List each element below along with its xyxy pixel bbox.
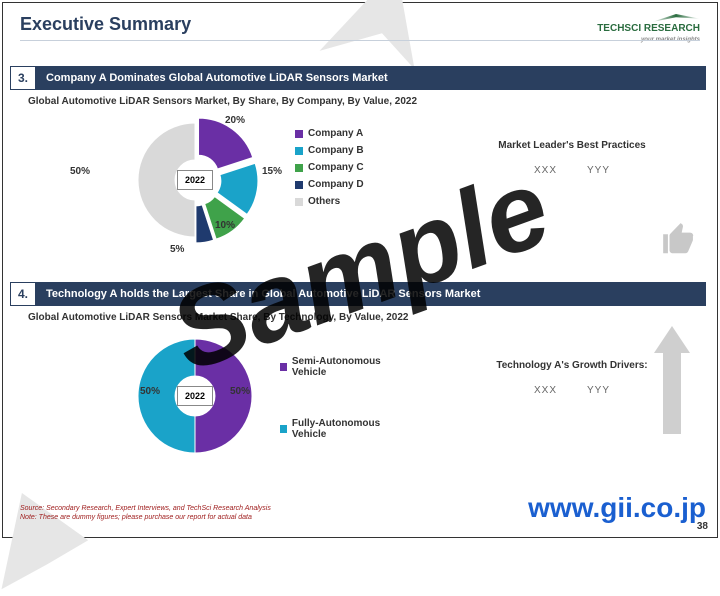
section4-header-bar: 4. Technology A holds the Largest Share … (10, 282, 706, 306)
chart3-pct-company-c: 10% (215, 220, 235, 231)
section3-panel-val1: XXX (534, 165, 557, 176)
legend-label: Company A (308, 128, 363, 139)
thumbs-up-icon (660, 220, 698, 258)
section4-subtitle: Global Automotive LiDAR Sensors Market S… (28, 312, 408, 323)
legend-label: Company B (308, 145, 364, 156)
legend-label: Company C (308, 162, 364, 173)
chart4-pct-fully: 50% (140, 386, 160, 397)
section3-panel-val2: YYY (587, 165, 610, 176)
section3-chart: 2022 20% 15% 10% 5% 50% Company ACompany… (70, 110, 400, 260)
legend-swatch (280, 425, 287, 433)
page-title: Executive Summary (20, 14, 191, 35)
arrow-up-icon (654, 320, 690, 440)
logo-text: TECHSCI RESEARCH (597, 23, 700, 34)
section3-headline: Company A Dominates Global Automotive Li… (46, 72, 388, 84)
chart3-pct-company-b: 15% (262, 166, 282, 177)
logo-swoosh-icon (652, 14, 700, 22)
legend-swatch (295, 164, 303, 172)
section3-panel-title: Market Leader's Best Practices (452, 140, 692, 151)
legend-label: Semi-Autonomous Vehicle (292, 356, 400, 378)
chart3-legend: Company A Company B Company C Company D Othe… (295, 128, 364, 213)
chart4-legend: Semi-Autonomous Vehicle Fully-Autonomous … (280, 356, 400, 480)
legend-swatch (280, 363, 287, 371)
section4-headline: Technology A holds the Largest Share in … (46, 288, 480, 300)
footer-note: Note: These are dummy figures; please pu… (20, 513, 271, 522)
legend-swatch (295, 130, 303, 138)
section3-right-panel: Market Leader's Best Practices XXX YYY (452, 140, 692, 176)
chart3-center-year: 2022 (177, 170, 213, 190)
section4-panel-val2: YYY (587, 385, 610, 396)
section4-chart: 2022 50% 50% Semi-Autonomous Vehicle Full… (70, 326, 400, 476)
watermark-url: www.gii.co.jp (528, 492, 706, 524)
footer-source: Source: Secondary Research, Expert Inter… (20, 504, 271, 513)
legend-item: Semi-Autonomous Vehicle (280, 356, 400, 378)
section3-number: 3. (10, 66, 36, 90)
legend-swatch (295, 198, 303, 206)
legend-item: Company A (295, 128, 364, 139)
section3-header-bar: 3. Company A Dominates Global Automotive… (10, 66, 706, 90)
section4-panel-val1: XXX (534, 385, 557, 396)
legend-label: Others (308, 196, 340, 207)
chart4-pct-semi: 50% (230, 386, 250, 397)
section4-number: 4. (10, 282, 36, 306)
footer-notes: Source: Secondary Research, Expert Inter… (20, 504, 271, 522)
legend-item: Company D (295, 179, 364, 190)
chart3-pct-company-d: 5% (170, 244, 184, 255)
legend-label: Company D (308, 179, 364, 190)
chart3-pct-company-a: 20% (225, 115, 245, 126)
legend-label: Fully-Autonomous Vehicle (292, 418, 400, 440)
chart3-pct-others: 50% (70, 166, 90, 177)
legend-item: Others (295, 196, 364, 207)
title-divider (20, 40, 700, 41)
legend-swatch (295, 181, 303, 189)
legend-item: Company B (295, 145, 364, 156)
chart4-center-year: 2022 (177, 386, 213, 406)
legend-item: Fully-Autonomous Vehicle (280, 418, 400, 440)
section3-subtitle: Global Automotive LiDAR Sensors Market, … (28, 96, 417, 107)
legend-item: Company C (295, 162, 364, 173)
legend-swatch (295, 147, 303, 155)
